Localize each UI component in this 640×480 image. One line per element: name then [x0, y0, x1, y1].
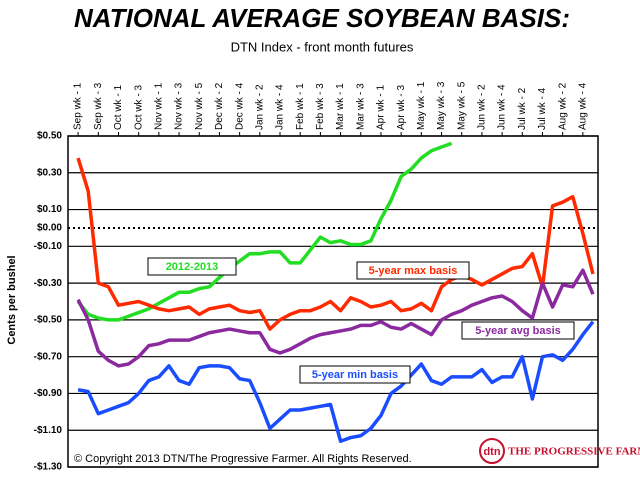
y-tick-label: -$0.90	[34, 388, 63, 399]
x-tick-label: Nov wk - 1	[153, 82, 164, 130]
x-tick-label: Nov wk - 5	[194, 82, 205, 130]
x-tick-label: Apr wk - 3	[396, 85, 407, 130]
x-tick-label: Mar wk - 1	[335, 83, 346, 130]
legend-label: 2012-2013	[166, 261, 219, 273]
legend-box	[356, 261, 470, 280]
x-tick-label: Oct wk - 3	[133, 85, 144, 130]
legend-box	[147, 257, 237, 276]
y-tick-label: $0.30	[37, 167, 62, 178]
x-tick-label: Jan wk - 2	[254, 84, 265, 130]
chart-subtitle: DTN Index - front month futures	[231, 39, 414, 54]
x-tick-label: Jul wk - 2	[517, 87, 528, 130]
x-tick-label: Dec wk - 2	[214, 82, 225, 130]
logo: dtn	[483, 446, 500, 458]
y-tick-label: $0.00	[37, 223, 62, 234]
x-tick-label: Apr wk - 1	[376, 85, 387, 130]
x-tick-label: May wk - 5	[456, 81, 467, 130]
series-line	[76, 141, 453, 322]
x-tick-label: Jul wk - 4	[537, 87, 548, 130]
series-line	[76, 157, 595, 331]
y-tick-label: $0.10	[37, 204, 62, 215]
logo-circle	[479, 438, 505, 464]
x-tick-label: Aug wk - 4	[577, 82, 588, 130]
series-line	[76, 268, 595, 368]
series-line	[77, 320, 595, 444]
copyright: © Copyright 2013 DTN/The Progressive Far…	[74, 453, 412, 465]
x-tick-label: May wk - 3	[436, 81, 447, 130]
x-tick-label: Jun wk - 4	[497, 84, 508, 130]
y-tick-label: -$0.30	[34, 278, 63, 289]
legend-box	[299, 365, 411, 384]
x-tick-label: Feb wk - 1	[295, 83, 306, 130]
x-tick-label: Oct wk - 1	[113, 85, 124, 130]
x-tick-label: Aug wk - 2	[557, 82, 568, 130]
y-tick-label: -$0.10	[34, 241, 63, 252]
x-tick-label: Jun wk - 2	[477, 84, 488, 130]
logo-text: THE PROGRESSIVE FARMER	[508, 446, 640, 458]
x-tick-label: Feb wk - 3	[315, 83, 326, 130]
y-tick-label: -$1.30	[34, 462, 63, 473]
y-axis-label: Cents per bushel	[6, 255, 18, 344]
legend-label: 5-year avg basis	[475, 325, 561, 337]
x-tick-label: Mar wk - 3	[355, 83, 366, 130]
x-tick-label: Dec wk - 4	[234, 82, 245, 130]
x-tick-label: Jan wk - 4	[275, 84, 286, 130]
x-tick-label: Nov wk - 3	[174, 82, 185, 130]
legend-label: 5-year min basis	[312, 369, 398, 381]
y-tick-label: -$0.70	[34, 351, 63, 362]
x-tick-label: May wk - 1	[416, 81, 427, 130]
chart-title: NATIONAL AVERAGE SOYBEAN BASIS:	[74, 3, 570, 33]
legend-label: 5-year max basis	[369, 265, 458, 277]
y-tick-label: -$1.10	[34, 425, 63, 436]
x-tick-label: Sep wk - 1	[73, 82, 84, 130]
legend-box	[461, 321, 575, 340]
y-tick-label: $0.50	[37, 131, 62, 142]
y-tick-label: -$0.50	[34, 315, 63, 326]
x-tick-label: Sep wk - 3	[93, 82, 104, 130]
